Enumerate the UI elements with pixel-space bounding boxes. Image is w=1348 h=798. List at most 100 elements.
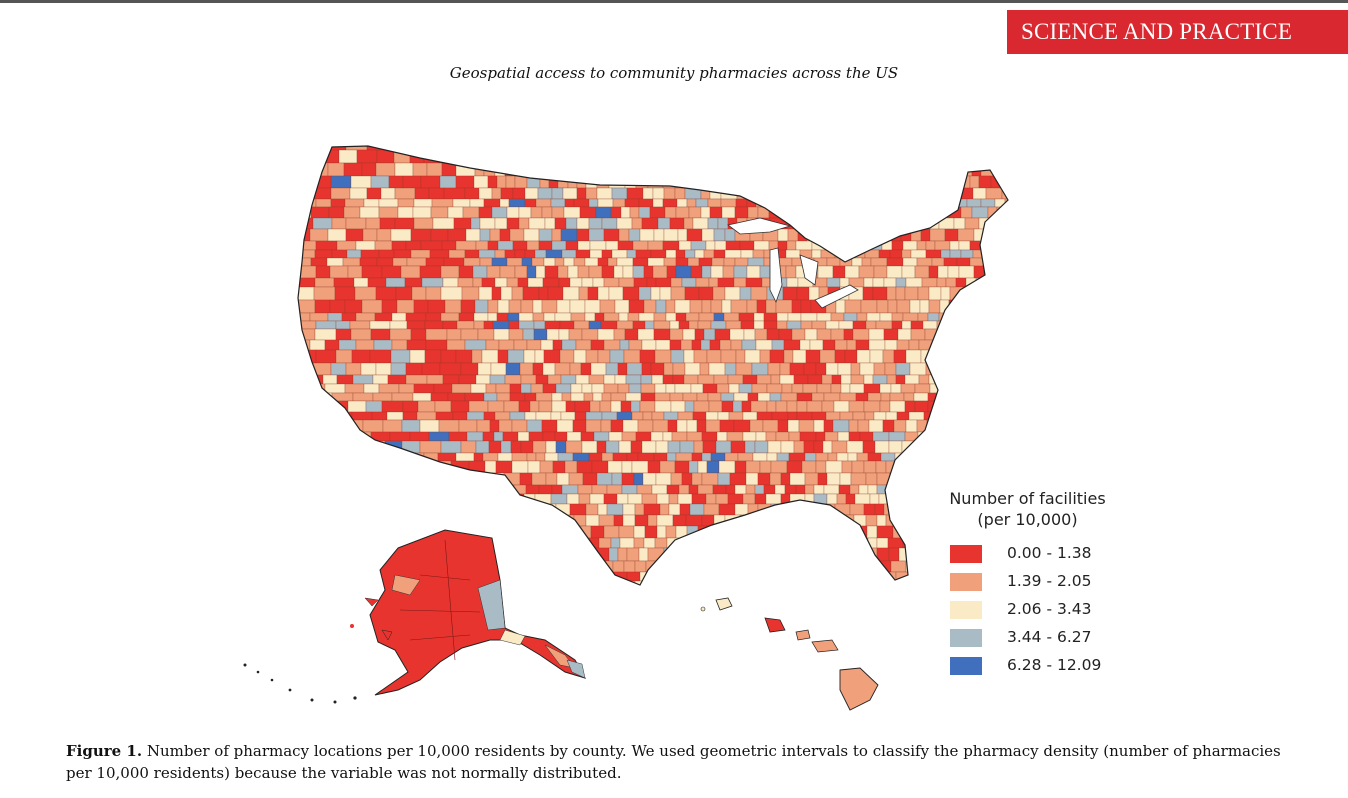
county-cell xyxy=(670,400,686,413)
county-cell xyxy=(522,547,533,562)
county-cell xyxy=(413,299,429,314)
county-cell xyxy=(489,228,501,242)
county-cell xyxy=(748,537,762,549)
county-cell xyxy=(419,265,442,279)
county-cell xyxy=(526,339,542,351)
county-cell xyxy=(697,320,712,330)
county-cell xyxy=(1001,339,1008,351)
county-cell xyxy=(298,175,317,189)
county-cell xyxy=(447,484,467,495)
county-cell xyxy=(569,592,578,605)
county-cell xyxy=(892,175,910,189)
county-cell xyxy=(544,320,561,330)
county-cell xyxy=(701,431,718,442)
county-cell xyxy=(491,286,502,301)
county-cell xyxy=(538,228,553,242)
county-cell xyxy=(637,452,655,462)
county-cell xyxy=(592,146,605,151)
county-cell xyxy=(800,312,818,322)
county-cell xyxy=(533,592,544,605)
county-cell xyxy=(754,493,767,505)
county-cell xyxy=(835,228,846,242)
county-cell xyxy=(432,146,449,151)
county-cell xyxy=(402,175,422,189)
county-cell xyxy=(670,349,685,364)
county-cell xyxy=(851,257,863,267)
county-cell xyxy=(663,362,674,376)
county-cell xyxy=(733,265,748,279)
county-cell xyxy=(785,592,795,605)
county-cell xyxy=(707,592,718,605)
county-cell xyxy=(497,514,509,527)
county-cell xyxy=(438,149,460,164)
county-cell xyxy=(531,537,542,549)
county-cell xyxy=(512,592,523,605)
county-cell xyxy=(410,328,427,341)
county-cell xyxy=(298,277,316,288)
county-cell xyxy=(298,383,310,394)
county-cell xyxy=(647,257,665,267)
county-cell xyxy=(851,547,868,562)
county-cell xyxy=(626,547,640,562)
county-cell xyxy=(742,493,756,505)
county-cell xyxy=(689,503,705,516)
county-cell xyxy=(869,493,880,505)
county-cell xyxy=(523,514,534,527)
county-cell xyxy=(504,374,522,385)
county-cell xyxy=(335,349,353,364)
county-cell xyxy=(567,149,578,164)
county-cell xyxy=(350,525,367,539)
county-cell xyxy=(855,537,869,549)
county-cell xyxy=(938,411,949,421)
county-cell xyxy=(503,484,515,495)
county-cell xyxy=(766,383,783,394)
county-cell xyxy=(818,514,830,527)
county-cell xyxy=(390,362,407,376)
county-cell xyxy=(636,484,653,495)
county-cell xyxy=(754,484,765,495)
county-cell xyxy=(394,217,415,230)
county-cell xyxy=(839,472,852,486)
legend-label: 0.00 - 1.38 xyxy=(1007,544,1092,562)
county-cell xyxy=(433,484,449,495)
county-cell xyxy=(585,175,598,189)
county-cell xyxy=(679,560,692,573)
county-cell xyxy=(872,286,888,301)
county-cell xyxy=(496,312,509,322)
county-cell xyxy=(708,277,719,288)
county-cell xyxy=(464,339,487,351)
county-cell xyxy=(688,460,699,474)
county-cell xyxy=(412,392,432,402)
county-cell xyxy=(893,198,905,208)
county-cell xyxy=(610,419,624,433)
county-cell xyxy=(788,452,806,462)
county-cell xyxy=(674,187,686,200)
county-cell xyxy=(850,374,865,385)
county-cell xyxy=(765,431,777,442)
county-cell xyxy=(929,472,947,486)
county-cell xyxy=(759,265,771,279)
county-cell xyxy=(980,162,994,177)
county-cell xyxy=(531,472,547,486)
county-cell xyxy=(550,411,562,421)
county-cell xyxy=(1001,312,1008,322)
county-cell xyxy=(329,299,346,314)
county-cell xyxy=(334,286,356,301)
county-cell xyxy=(729,537,740,549)
county-cell xyxy=(697,592,707,605)
county-cell xyxy=(487,240,499,251)
county-cell xyxy=(660,592,676,605)
county-cell xyxy=(734,460,747,474)
county-cell xyxy=(735,198,748,208)
county-cell xyxy=(416,411,437,421)
county-cell xyxy=(624,328,639,341)
county-cell xyxy=(913,392,929,402)
county-cell xyxy=(562,187,578,200)
county-cell xyxy=(895,286,906,301)
county-cell xyxy=(925,440,939,454)
county-cell xyxy=(796,400,808,413)
county-cell xyxy=(956,257,971,267)
county-cell xyxy=(885,217,902,230)
county-cell xyxy=(670,286,686,301)
county-cell xyxy=(450,493,472,505)
